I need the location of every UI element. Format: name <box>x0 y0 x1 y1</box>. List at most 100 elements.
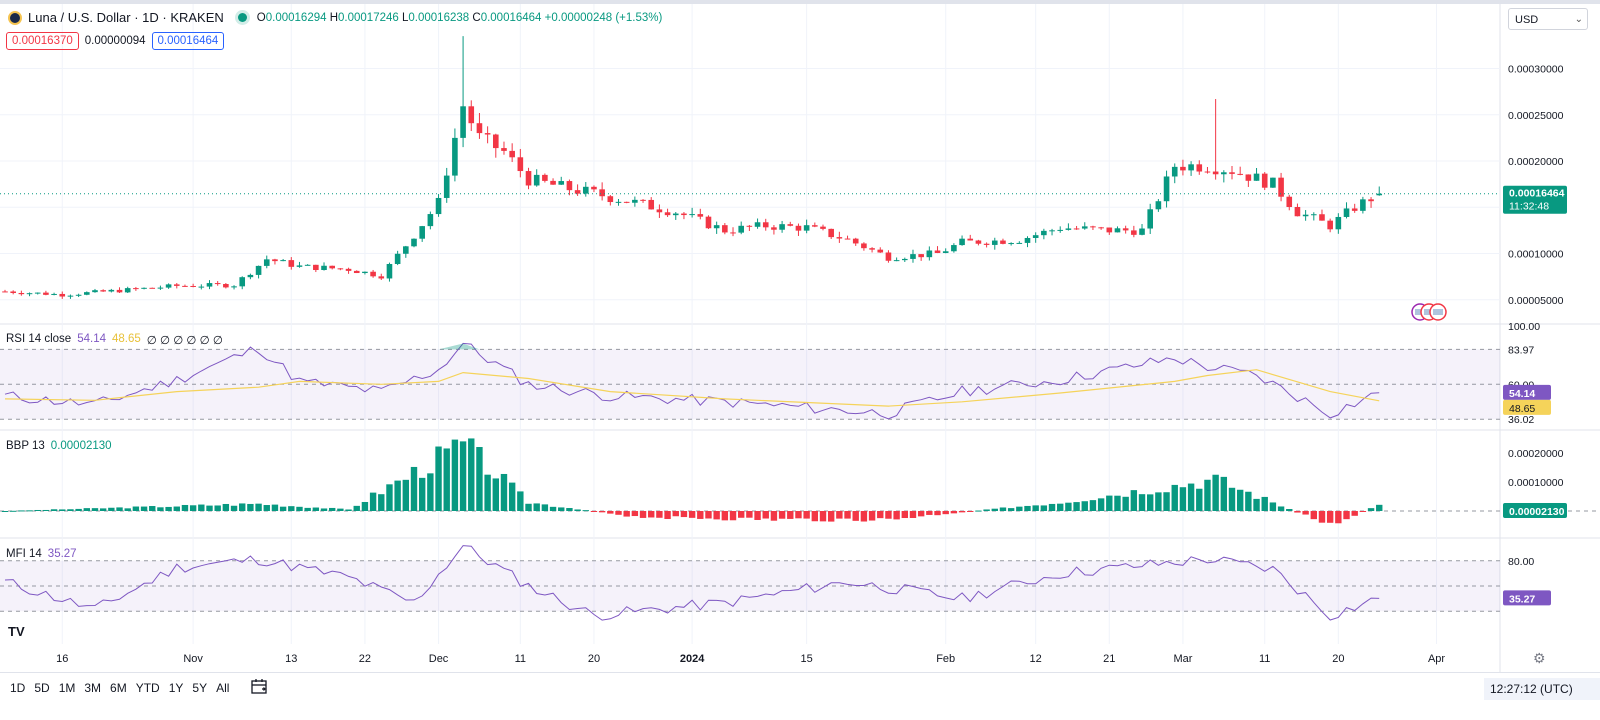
candle-body <box>812 225 818 227</box>
candle <box>615 198 622 206</box>
bbp-bar <box>746 511 753 518</box>
low-label: L <box>402 11 409 24</box>
candle-body <box>517 157 524 172</box>
bbp-bar <box>1106 495 1113 511</box>
candle-body <box>370 271 376 277</box>
bbp-bar <box>427 473 434 511</box>
candle-body <box>1212 171 1219 175</box>
bbp-bar <box>402 479 410 511</box>
bbp-bar <box>173 506 180 511</box>
candle-body <box>1221 172 1227 175</box>
symbol-title[interactable]: Luna / U.S. Dollar · 1D · KRAKEN <box>28 10 224 25</box>
candle <box>1319 209 1325 221</box>
bbp-bar <box>394 480 401 511</box>
candle-body <box>828 228 834 238</box>
candle <box>779 220 785 233</box>
utc-clock[interactable]: 12:27:12 (UTC) <box>1484 678 1600 700</box>
bbp-bar <box>1155 492 1162 511</box>
timeframe-3m[interactable]: 3M <box>84 681 102 695</box>
candle <box>1286 194 1293 211</box>
candle <box>1188 161 1194 176</box>
bbp-bar <box>885 511 892 519</box>
candle <box>1041 228 1047 240</box>
candle-body <box>1098 227 1104 229</box>
candle <box>263 255 270 269</box>
currency-select[interactable]: USD ⌄ <box>1508 8 1588 30</box>
candle <box>640 199 646 203</box>
candle <box>1196 160 1203 175</box>
candle <box>198 284 205 290</box>
candle-body <box>632 199 638 203</box>
sell-price-button[interactable]: 0.00016370 <box>6 32 79 50</box>
bbp-bar <box>67 509 74 511</box>
candle <box>1122 225 1129 234</box>
bbp-label[interactable]: BBP 13 <box>6 440 45 452</box>
bbp-bar <box>247 503 254 511</box>
candle-body <box>403 246 409 254</box>
candle-body <box>460 106 466 138</box>
rsi-label[interactable]: RSI 14 close <box>6 333 72 345</box>
bbp-value-label: 0.00002130 <box>1509 506 1565 518</box>
candle <box>525 167 532 190</box>
bbp-bar <box>819 511 827 522</box>
candle <box>427 211 434 230</box>
timeframe-5d[interactable]: 5D <box>34 681 50 695</box>
bbp-bar <box>852 511 859 521</box>
bbp-bar <box>214 505 221 511</box>
buy-price-button[interactable]: 0.00016464 <box>151 32 225 50</box>
candle <box>1171 163 1178 184</box>
candle-body <box>386 263 393 279</box>
candle <box>533 169 540 187</box>
mfi-label[interactable]: MFI 14 <box>6 548 42 560</box>
bbp-bar <box>1057 503 1064 511</box>
candle <box>771 225 777 235</box>
timeframe-1m[interactable]: 1M <box>58 681 76 695</box>
bbp-bar <box>729 511 737 521</box>
timeframe-5y[interactable]: 5Y <box>192 681 208 695</box>
chart-canvas[interactable]: 16 Nov 13 22 Dec 11 20 2024 15 Feb 12 21 Mar 11 20 Apr 0… <box>0 4 1600 672</box>
price-tick-label: 0.00025000 <box>1508 110 1564 122</box>
candle-body <box>43 292 49 295</box>
candle <box>918 254 924 261</box>
symbol-legend: Luna / U.S. Dollar · 1D · KRAKEN O0.0001… <box>8 10 662 25</box>
candle <box>501 141 507 155</box>
timeframe-1d[interactable]: 1D <box>10 681 26 695</box>
timeframe-1y[interactable]: 1Y <box>168 681 184 695</box>
candle-body <box>75 294 82 296</box>
candle-body <box>951 245 957 252</box>
candle-body <box>378 276 385 279</box>
candle-body <box>51 293 57 295</box>
candle <box>591 185 597 193</box>
settings-gear-icon[interactable]: ⚙ <box>1533 650 1546 666</box>
rsi-tick-label: 83.97 <box>1508 344 1534 356</box>
timeframe-ytd[interactable]: YTD <box>135 681 160 695</box>
candle-body <box>1114 228 1121 233</box>
bbp-bar <box>705 511 712 519</box>
candle-body <box>1163 176 1170 202</box>
candle <box>239 276 246 290</box>
candle-body <box>493 134 499 149</box>
candle-body <box>705 216 712 229</box>
candle-body <box>92 290 98 293</box>
candle <box>738 221 744 235</box>
bbp-bar <box>34 509 41 511</box>
timeframe-6m[interactable]: 6M <box>110 681 127 695</box>
candle-body <box>182 285 188 287</box>
candle-body <box>296 265 303 267</box>
bbp-bar <box>999 507 1007 511</box>
candle-body <box>934 250 941 253</box>
date-range-calendar-icon[interactable] <box>250 678 270 696</box>
candle <box>1114 226 1121 233</box>
candle-body <box>1090 226 1096 228</box>
candle-body <box>542 174 548 181</box>
candle <box>419 225 425 242</box>
bbp-bar <box>418 477 426 511</box>
timeframe-all[interactable]: All <box>216 681 230 695</box>
high-label: H <box>329 11 339 24</box>
candle <box>1368 197 1374 208</box>
price-tick-label: 0.00020000 <box>1508 156 1564 168</box>
bbp-bar <box>1147 494 1154 511</box>
candle <box>386 262 393 282</box>
bbp-bar <box>26 510 33 512</box>
bbp-bar <box>1212 474 1219 511</box>
